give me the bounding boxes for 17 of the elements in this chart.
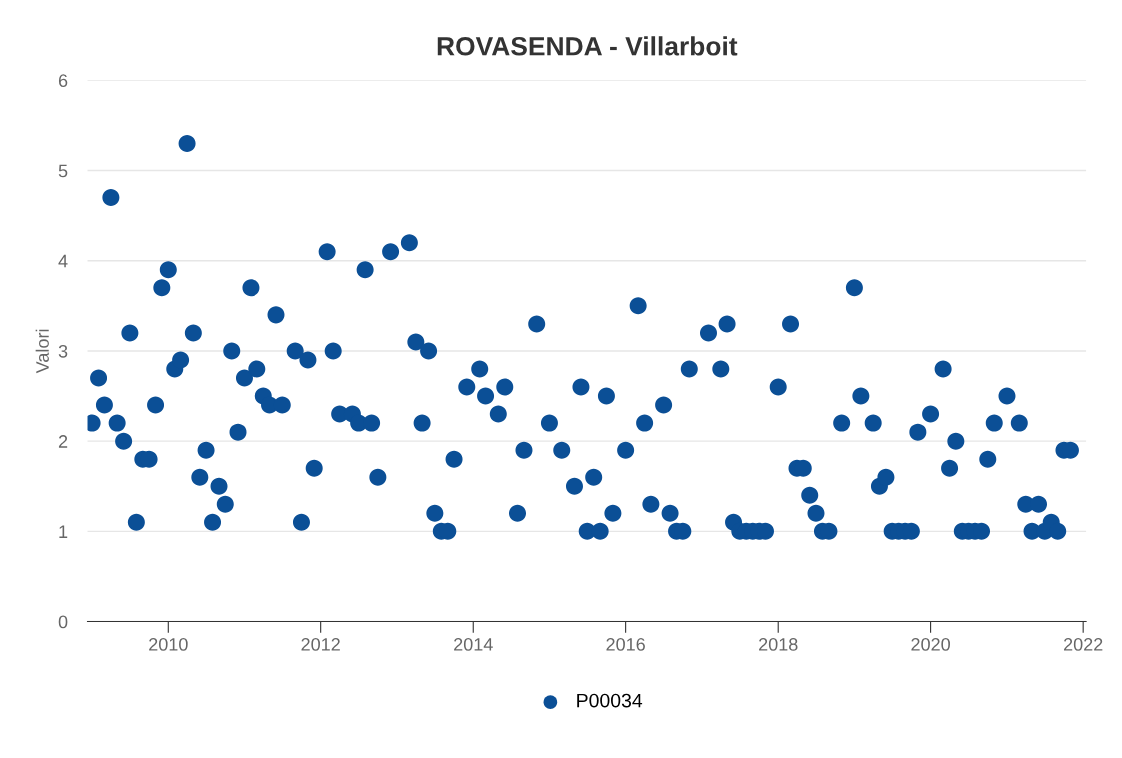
x-tick-label: 2020 bbox=[911, 638, 950, 651]
y-tick-label: 4 bbox=[58, 254, 68, 268]
y-tick-label: 3 bbox=[58, 344, 68, 358]
legend-label: P00034 bbox=[577, 693, 643, 708]
y-tick-label: 0 bbox=[58, 615, 68, 629]
x-tick-label: 2010 bbox=[149, 638, 188, 651]
x-tick-label: 2022 bbox=[1064, 638, 1103, 651]
y-tick-label: 2 bbox=[58, 435, 68, 448]
chart-title: ROVASENDA - Villarboit bbox=[437, 36, 738, 56]
y-axis-title: Valori bbox=[35, 329, 49, 374]
x-tick-label: 2014 bbox=[454, 638, 493, 651]
y-tick-label: 1 bbox=[59, 525, 68, 538]
y-tick-label: 6 bbox=[58, 74, 68, 88]
x-tick-label: 2012 bbox=[301, 638, 340, 651]
x-tick-label: 2016 bbox=[606, 638, 645, 651]
x-tick-label: 2018 bbox=[759, 638, 798, 651]
y-tick-label: 5 bbox=[58, 164, 68, 178]
